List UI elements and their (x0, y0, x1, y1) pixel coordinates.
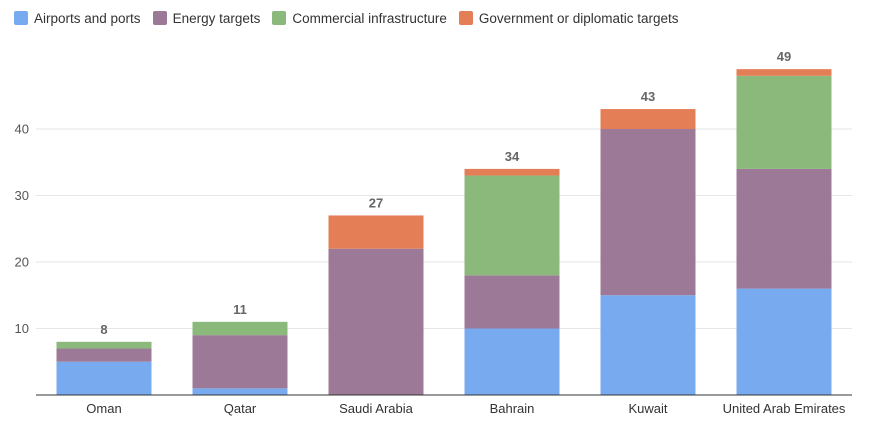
y-axis-ticks: 10 20 30 40 (15, 122, 29, 337)
x-category-label: Saudi Arabia (339, 401, 413, 416)
legend-swatch (458, 11, 473, 25)
bar-segment (600, 295, 696, 395)
bar-total-label: 8 (100, 322, 107, 337)
bar-total-label: 11 (233, 302, 247, 317)
legend-item: Energy targets (152, 10, 261, 26)
legend-item: Commercial infrastructure (272, 11, 447, 26)
bar-segment (600, 109, 696, 129)
bar-total-label: 49 (777, 49, 791, 64)
bars (56, 69, 832, 395)
y-tick-label: 10 (15, 321, 29, 336)
legend-label: Government or diplomatic targets (478, 10, 679, 26)
bar-segment (56, 348, 152, 362)
bar-segment (736, 168, 832, 289)
legend-swatch (152, 11, 167, 25)
legend-swatch (14, 11, 28, 25)
bar-total-label: 34 (505, 149, 520, 164)
x-category-label: Oman (86, 401, 121, 416)
y-tick-label: 40 (15, 122, 29, 137)
legend-item: Airports and ports (14, 11, 141, 26)
bar-segment (464, 168, 560, 176)
bar-segment (464, 275, 560, 329)
bar-total-label: 27 (369, 195, 383, 210)
y-tick-label: 30 (15, 188, 29, 203)
legend-swatch (272, 11, 287, 25)
bar-segment (736, 288, 832, 395)
bar-segment (328, 248, 424, 395)
x-category-label: Kuwait (628, 401, 667, 416)
bar-total-label: 43 (641, 89, 655, 104)
bar-segment (328, 215, 424, 249)
x-category-label: Bahrain (490, 401, 535, 416)
legend-label: Energy targets (172, 10, 261, 26)
total-labels: 8 11 27 34 43 49 (100, 49, 791, 337)
bar-segment (736, 75, 832, 169)
x-category-label: United Arab Emirates (723, 401, 846, 416)
bar-segment (192, 388, 288, 395)
legend-label: Airports and ports (34, 10, 141, 26)
bar-segment (192, 335, 288, 389)
bar-segment (56, 361, 152, 395)
legend-item: Government or diplomatic targets (458, 10, 679, 26)
gridlines (36, 128, 852, 329)
bar-segment (192, 321, 288, 336)
x-category-label: Qatar (224, 401, 257, 416)
bar-segment (600, 129, 696, 296)
bar-segment (464, 328, 560, 395)
bar-segment (736, 69, 832, 76)
x-axis-categories: Oman Qatar Saudi Arabia Bahrain Kuwait United… (86, 401, 846, 416)
y-tick-label: 20 (15, 255, 29, 270)
bar-segment (464, 175, 560, 276)
legend-label: Commercial infrastructure (292, 10, 447, 26)
legend: Airports and ports Energy targets Commerci… (14, 8, 691, 28)
bar-segment (56, 341, 152, 349)
